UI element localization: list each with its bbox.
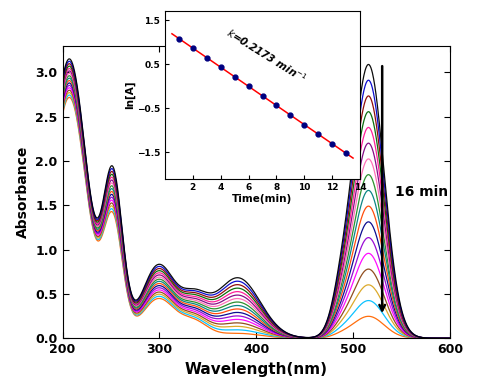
Y-axis label: ln[A]: ln[A] bbox=[125, 81, 136, 109]
Text: 16 min: 16 min bbox=[395, 185, 448, 199]
X-axis label: Time(min): Time(min) bbox=[232, 194, 292, 204]
X-axis label: Wavelength(nm): Wavelength(nm) bbox=[185, 362, 328, 377]
Y-axis label: Absorbance: Absorbance bbox=[16, 146, 30, 238]
Text: $k$=0.2173 min$^{-1}$: $k$=0.2173 min$^{-1}$ bbox=[224, 26, 308, 86]
